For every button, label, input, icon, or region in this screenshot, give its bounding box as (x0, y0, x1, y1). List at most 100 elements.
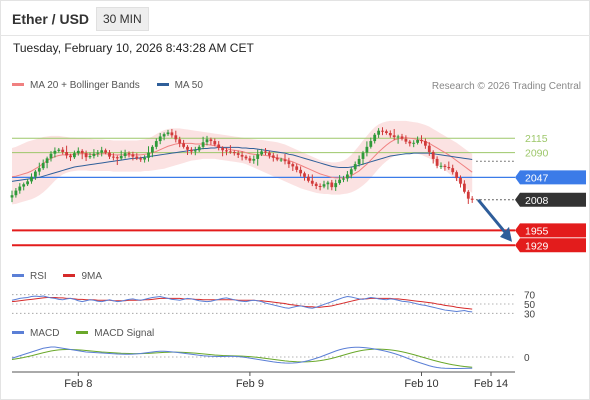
candle-up (193, 150, 197, 152)
candle-up (96, 152, 100, 154)
candle-up (349, 169, 353, 175)
candle-down (221, 147, 224, 151)
legend-item-macd-signal: MACD Signal (76, 328, 154, 339)
candle-down (69, 155, 72, 158)
candle-down (80, 150, 84, 154)
candle-down (283, 159, 287, 162)
candle-down (178, 139, 182, 144)
level-label-box (515, 238, 586, 253)
candle-down (314, 183, 318, 186)
chart-header: Ether / USD 30 MIN (0, 0, 590, 36)
candle-down (115, 157, 119, 159)
legend-label-rsi: RSI (30, 271, 47, 282)
macd-tick-label: 0 (524, 353, 530, 364)
candle-up (57, 149, 61, 151)
candle-down (381, 130, 384, 132)
candle-down (443, 165, 447, 167)
candle-up (326, 182, 330, 185)
candle-up (14, 190, 18, 196)
candle-down (424, 141, 427, 146)
candle-up (34, 171, 37, 177)
candle-up (162, 134, 166, 137)
x-axis-label: Feb 9 (236, 378, 264, 390)
macd-line (11, 346, 473, 369)
level-label-2047 (515, 170, 586, 185)
candle-up (37, 168, 41, 172)
level-label-text: 1929 (525, 240, 549, 252)
legend-item-macd: MACD (12, 328, 59, 339)
level-label-text: 2115 (525, 133, 548, 145)
level-label-1929 (515, 238, 586, 253)
candle-up (143, 157, 146, 160)
candle-down (404, 138, 408, 142)
legend-item-rsi: RSI (12, 271, 47, 282)
level-label-text: 2090 (525, 148, 549, 160)
candle-up (151, 146, 154, 153)
candle-up (365, 146, 369, 153)
candle-up (357, 158, 361, 165)
candle-up (412, 142, 416, 144)
timestamp: Tuesday, February 10, 2026 8:43:28 AM CE… (13, 41, 254, 55)
ma50-line (11, 146, 473, 182)
level-label-box (515, 170, 586, 185)
candle-up (260, 151, 263, 155)
candle-down (463, 183, 466, 192)
candle-down (271, 155, 275, 158)
legend-item-ma50: MA 50 (156, 80, 203, 91)
legend-item-rsi-ma: 9MA (63, 271, 102, 282)
candle-down (186, 146, 189, 150)
candle-up (100, 150, 104, 153)
candle-up (53, 150, 57, 154)
candle-up (373, 134, 377, 142)
candle-down (330, 182, 334, 188)
level-label-box (515, 223, 586, 238)
candle-down (248, 158, 252, 161)
level-label-text: 2047 (525, 172, 549, 184)
candle-up (73, 153, 76, 158)
candle-up (45, 158, 49, 163)
candle-down (275, 157, 279, 160)
legend-label-macd: MACD (30, 328, 60, 339)
legend-swatch-ma50 (156, 82, 169, 86)
level-label-text: 2008 (525, 195, 549, 207)
x-axis-label: Feb 8 (64, 378, 92, 390)
candle-down (240, 154, 244, 157)
candle-down (427, 145, 431, 153)
level-label-1955 (515, 223, 586, 238)
candle-down (459, 177, 462, 184)
timeframe-button[interactable]: 30 MIN (96, 7, 149, 31)
candle-up (123, 153, 127, 157)
candle-down (307, 176, 310, 181)
level-label-text: 1955 (525, 225, 549, 237)
candle-up (342, 178, 345, 180)
candle-down (135, 156, 139, 159)
candle-down (264, 151, 267, 153)
candle-up (338, 179, 341, 184)
candle-up (416, 139, 419, 143)
candle-down (182, 143, 185, 147)
candle-up (166, 132, 170, 135)
rsi-legend: RSI 9MA (12, 271, 116, 282)
price-legend: MA 20 + Bollinger Bands MA 50 (12, 80, 217, 91)
candle-down (388, 133, 392, 136)
candle-down (451, 168, 455, 173)
candle-down (408, 141, 412, 144)
level-label-2008 (515, 192, 586, 207)
candle-down (420, 139, 423, 142)
candle-up (377, 130, 380, 135)
candle-up (201, 142, 205, 147)
candle-up (279, 159, 283, 161)
candle-down (236, 153, 240, 155)
candle-up (92, 153, 96, 157)
macd-legend: MACD MACD Signal (12, 328, 168, 339)
candle-down (287, 161, 291, 165)
candle-down (466, 191, 470, 199)
legend-swatch-ma20 (12, 82, 24, 86)
candle-up (396, 136, 400, 138)
candle-down (303, 173, 306, 177)
candle-up (49, 153, 53, 159)
candle-up (205, 139, 209, 143)
candle-up (30, 176, 33, 182)
candle-down (400, 136, 404, 139)
